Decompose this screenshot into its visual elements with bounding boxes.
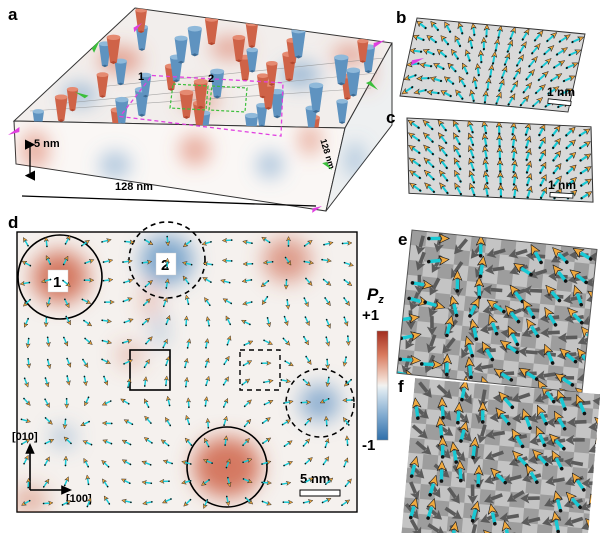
svg-text:f: f [398, 377, 404, 396]
